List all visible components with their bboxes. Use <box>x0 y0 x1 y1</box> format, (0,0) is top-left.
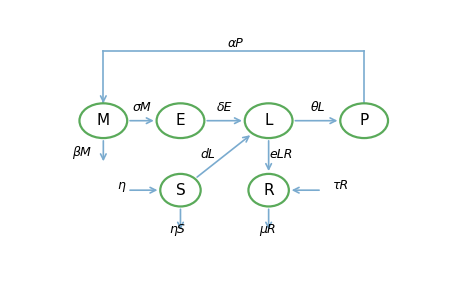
Ellipse shape <box>156 103 204 138</box>
Text: S: S <box>175 183 185 198</box>
Ellipse shape <box>248 174 289 206</box>
Text: P: P <box>359 113 369 128</box>
Text: ηS: ηS <box>169 223 185 236</box>
Text: αP: αP <box>228 37 244 50</box>
Text: τR: τR <box>333 179 349 192</box>
Ellipse shape <box>80 103 127 138</box>
Text: L: L <box>264 113 273 128</box>
Text: E: E <box>176 113 185 128</box>
Text: M: M <box>97 113 110 128</box>
Text: θL: θL <box>311 101 326 114</box>
Text: dL: dL <box>201 148 216 161</box>
Text: R: R <box>264 183 274 198</box>
Text: σM: σM <box>133 101 151 114</box>
Text: δE: δE <box>217 101 232 114</box>
Text: μR: μR <box>259 223 276 236</box>
Ellipse shape <box>340 103 388 138</box>
Text: eLR: eLR <box>270 148 293 161</box>
Ellipse shape <box>160 174 201 206</box>
Text: βM: βM <box>72 146 91 159</box>
Ellipse shape <box>245 103 292 138</box>
Text: η: η <box>118 179 125 192</box>
